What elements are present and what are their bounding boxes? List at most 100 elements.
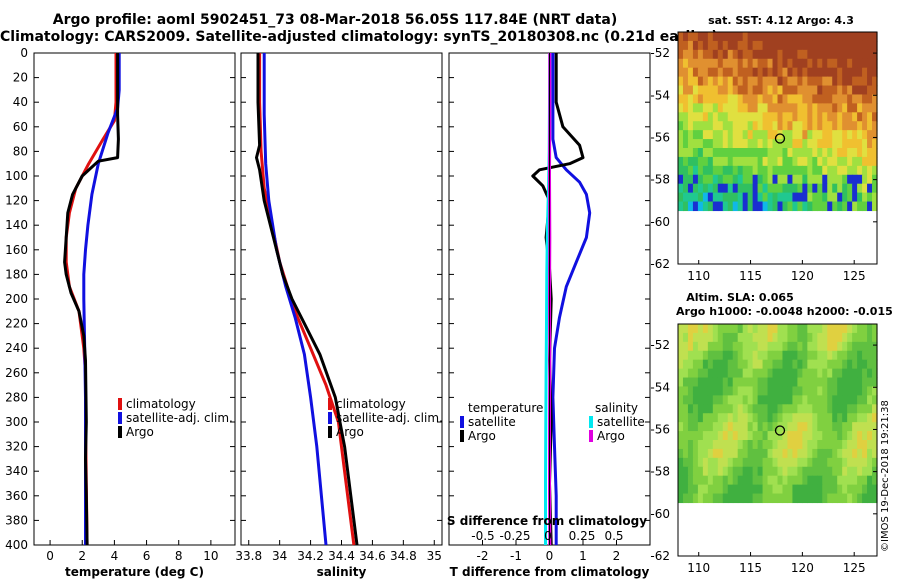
secondary-x-tick-label: 0	[544, 529, 552, 543]
x-tick-label: 35	[427, 549, 442, 563]
legend-swatch	[328, 398, 332, 410]
legend-swatch	[118, 398, 122, 410]
plot-frame-0	[33, 52, 236, 546]
series-line-argo	[255, 53, 359, 546]
profile-location-marker	[774, 133, 786, 144]
x-tick-label: 6	[143, 549, 151, 563]
legend-swatch	[118, 412, 122, 424]
y-tick-label: 280	[5, 390, 28, 404]
x-tick-label: 34.4	[328, 549, 355, 563]
legend-label: climatology	[126, 397, 196, 411]
lat-tick-label: -56	[650, 130, 670, 144]
x-tick-label: 0	[546, 549, 554, 563]
secondary-x-tick-label: -0.25	[499, 529, 530, 543]
lon-tick-label: 110	[687, 269, 710, 283]
legend-swatch	[118, 426, 122, 438]
series-line-satellite-adj-clim-	[262, 53, 328, 546]
x-tick-label: 34.8	[390, 549, 417, 563]
lon-tick-label: 115	[739, 561, 762, 575]
lat-tick-label: -54	[650, 88, 670, 102]
y-tick-label: 140	[5, 218, 28, 232]
legend-title-salinity: salinity	[595, 401, 638, 415]
legend-swatch	[589, 430, 593, 442]
lat-tick-label: -60	[650, 507, 670, 521]
lat-tick-label: -56	[650, 422, 670, 436]
sst-map-image	[678, 32, 878, 212]
sla-map-title-line2: Argo h1000: -0.0048 h2000: -0.015	[676, 305, 893, 318]
y-tick-label: 320	[5, 440, 28, 454]
y-tick-label: 220	[5, 317, 28, 331]
x-tick-label: 2	[613, 549, 621, 563]
x-tick-label: 34	[272, 549, 287, 563]
legend-swatch	[460, 430, 464, 442]
lat-tick-label: -58	[650, 173, 670, 187]
y-tick-label: 300	[5, 415, 28, 429]
legend-label: satellite-adj. clim.	[336, 411, 443, 425]
legend-swatch	[460, 416, 464, 428]
y-tick-label: 360	[5, 489, 28, 503]
x-axis-title: temperature (deg C)	[65, 565, 204, 579]
lat-tick-label: -54	[650, 380, 670, 394]
legend-swatch	[328, 412, 332, 424]
y-tick-label: 400	[5, 538, 28, 552]
x-tick-label: -2	[477, 549, 489, 563]
series-line-argo	[63, 53, 120, 546]
chart-title-line1: Argo profile: aoml 5902451_73 08-Mar-201…	[52, 12, 618, 28]
x-tick-label: 0	[46, 549, 54, 563]
x-tick-label: 2	[78, 549, 86, 563]
x-tick-label: 33.8	[235, 549, 262, 563]
legend-swatch	[328, 426, 332, 438]
y-tick-label: 260	[5, 366, 28, 380]
y-tick-label: 180	[5, 267, 28, 281]
imos-credit: ©IMOS 19-Dec-2018 19:21:38	[880, 400, 891, 552]
x-tick-label: 34.6	[359, 549, 386, 563]
legend-label: Argo	[597, 429, 625, 443]
y-tick-label: 340	[5, 464, 28, 478]
lat-tick-label: -60	[650, 215, 670, 229]
lon-tick-label: 125	[843, 561, 866, 575]
series-line-climatology	[258, 53, 356, 546]
legend-title-temperature: temperature	[468, 401, 543, 415]
x-axis-title: T difference from climatology	[450, 565, 650, 579]
series-line-t-argo	[531, 53, 585, 546]
x-tick-label: 34.2	[297, 549, 324, 563]
legend-label: Argo	[336, 425, 364, 439]
lon-tick-label: 115	[739, 269, 762, 283]
x-tick-label: 8	[175, 549, 183, 563]
series-line-t-satellite	[551, 53, 592, 545]
y-tick-label: 160	[5, 243, 28, 257]
y-tick-label: 40	[13, 95, 28, 109]
x-tick-label: 10	[203, 549, 218, 563]
series-line-satellite-adj-clim-	[82, 53, 121, 545]
legend-label: climatology	[336, 397, 406, 411]
y-tick-label: 0	[20, 46, 28, 60]
x-tick-label: 4	[111, 549, 119, 563]
secondary-axis-title: S difference from climatology	[447, 514, 647, 528]
legend-label: satellite	[468, 415, 516, 429]
legend-swatch	[589, 416, 593, 428]
sla-map-frame	[677, 323, 878, 557]
sst-map-frame	[677, 31, 878, 265]
legend-label: Argo	[468, 429, 496, 443]
y-tick-label: 240	[5, 341, 28, 355]
lat-tick-label: -58	[650, 465, 670, 479]
x-tick-label: -1	[510, 549, 522, 563]
y-tick-label: 60	[13, 120, 28, 134]
sst-map-title: sat. SST: 4.12 Argo: 4.3	[708, 14, 854, 27]
profile-location-marker	[774, 425, 786, 436]
y-tick-label: 380	[5, 513, 28, 527]
lon-tick-label: 110	[687, 561, 710, 575]
secondary-x-tick-label: 0.5	[604, 529, 623, 543]
lat-tick-label: -52	[650, 46, 670, 60]
legend-label: Argo	[126, 425, 154, 439]
chart-title-line2: Climatology: CARS2009. Satellite-adjuste…	[0, 29, 718, 45]
x-tick-label: 1	[579, 549, 587, 563]
y-tick-label: 20	[13, 71, 28, 85]
lat-tick-label: -52	[650, 338, 670, 352]
legend-label: satellite-adj. clim.	[126, 411, 233, 425]
lon-tick-label: 120	[791, 561, 814, 575]
legend-label: satellite	[597, 415, 645, 429]
secondary-x-tick-label: -0.5	[471, 529, 494, 543]
plot-frame-1	[240, 52, 443, 546]
